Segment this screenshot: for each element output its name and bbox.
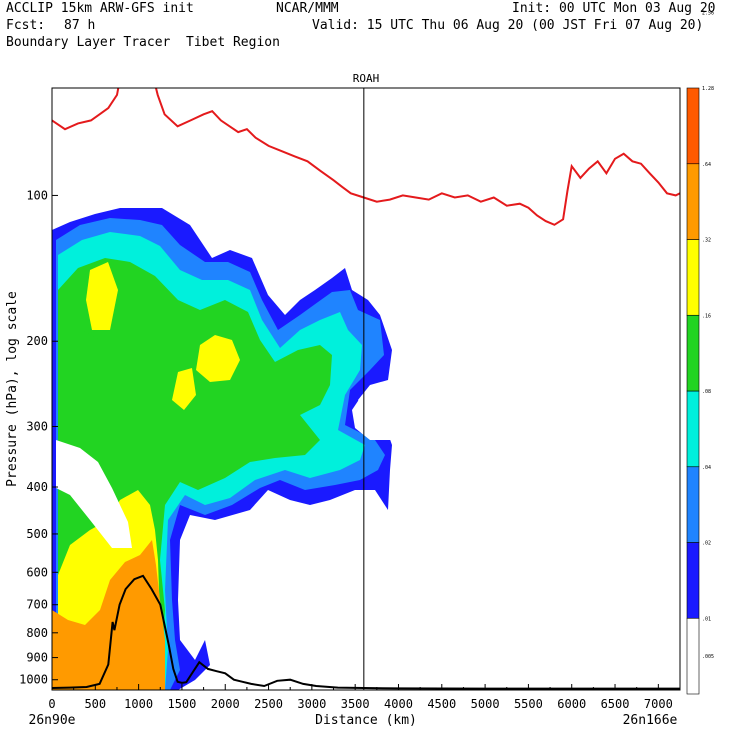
y-tick-label: 200 [26, 334, 48, 348]
chart-lines [52, 88, 680, 690]
x-tick-label: 3000 [297, 697, 326, 711]
tracer-patch-2 [196, 335, 240, 382]
colorbar-swatch [686, 314, 700, 392]
x-tick-label: 6000 [557, 697, 586, 711]
colorbar: .005.01.02.04.08.16.32.641.282.56Ohmm/dr… [686, 10, 714, 695]
header-subtitle: Boundary Layer Tracer Tibet Region [6, 35, 280, 50]
colorbar-label: .08 [702, 389, 711, 395]
header-valid: Valid: 15 UTC Thu 06 Aug 20 (00 JST Fri … [312, 18, 704, 33]
x-start-label: 26n90e [29, 713, 76, 728]
y-tick-label: 500 [26, 527, 48, 541]
colorbar-swatch [686, 542, 700, 619]
colorbar-label: .01 [702, 616, 711, 622]
x-tick-label: 0 [48, 697, 55, 711]
colorbar-label: .02 [702, 541, 711, 547]
colorbar-label: .64 [702, 162, 711, 168]
colorbar-label: .32 [702, 238, 711, 244]
y-tick-label: 700 [26, 598, 48, 612]
header-model: ACCLIP 15km ARW-GFS init [6, 1, 194, 16]
x-tick-label: 7000 [644, 697, 673, 711]
y-tick-label: 900 [26, 651, 48, 665]
terrain-line [52, 574, 680, 690]
x-tick-label: 5000 [471, 697, 500, 711]
x-axis: 0 500 1000 1500 2000 2500 3000 3500 4000 4500 5000… [48, 684, 673, 711]
x-tick-label: 4000 [384, 697, 413, 711]
x-tick-label: 500 [84, 697, 106, 711]
tracer-patch-4 [74, 330, 100, 368]
y-tick-label: 800 [26, 626, 48, 640]
tracer-gap-right [352, 395, 392, 440]
tracer-patch-1 [86, 262, 118, 330]
colorbar-swatch [686, 390, 700, 468]
x-tick-label: 5500 [514, 697, 543, 711]
x-tick-label: 1500 [167, 697, 196, 711]
y-tick-label: 300 [26, 420, 48, 434]
x-tick-label: 2000 [211, 697, 240, 711]
colorbar-swatch [686, 239, 700, 316]
header-init: Init: 00 UTC Mon 03 Aug 20 [512, 1, 716, 16]
y-tick-label: 400 [26, 480, 48, 494]
header-org: NCAR/MMM [276, 1, 339, 16]
plot-frame [51, 87, 681, 691]
x-tick-label: 3500 [341, 697, 370, 711]
chart-title: ROAH [353, 72, 380, 85]
tracer-patch-3 [172, 368, 196, 410]
colorbar-label: 1.28 [702, 86, 714, 92]
y-tick-label: 100 [26, 188, 48, 202]
y-tick-label: 1000 [19, 673, 48, 687]
colorbar-swatch [686, 617, 700, 695]
colorbar-label: 2.56 [702, 10, 714, 16]
x-axis-label: Distance (km) [315, 713, 417, 728]
x-tick-label: 6500 [601, 697, 630, 711]
colorbar-swatch [686, 163, 700, 240]
colorbar-swatch [686, 466, 700, 543]
colorbar-label: .005 [702, 654, 714, 660]
y-axis-label: Pressure (hPa), log scale [5, 291, 20, 487]
x-tick-label: 1000 [124, 697, 153, 711]
x-end-label: 26n166e [623, 713, 678, 728]
x-tick-label: 4500 [427, 697, 456, 711]
colorbar-label: .04 [702, 465, 711, 471]
header-fcst-value: 87 h [64, 18, 96, 33]
header-fcst-label: Fcst: [6, 18, 46, 33]
tracer-concentration-fill [52, 208, 392, 690]
colorbar-swatch [686, 87, 700, 165]
tropopause-line [52, 88, 680, 226]
tracer-gap-left [56, 440, 132, 548]
y-axis: 100 200 300 400 500 600 700 800 900 1000 [19, 188, 58, 687]
colorbar-label: .16 [702, 313, 711, 319]
y-tick-label: 600 [26, 565, 48, 579]
x-tick-label: 2500 [254, 697, 283, 711]
